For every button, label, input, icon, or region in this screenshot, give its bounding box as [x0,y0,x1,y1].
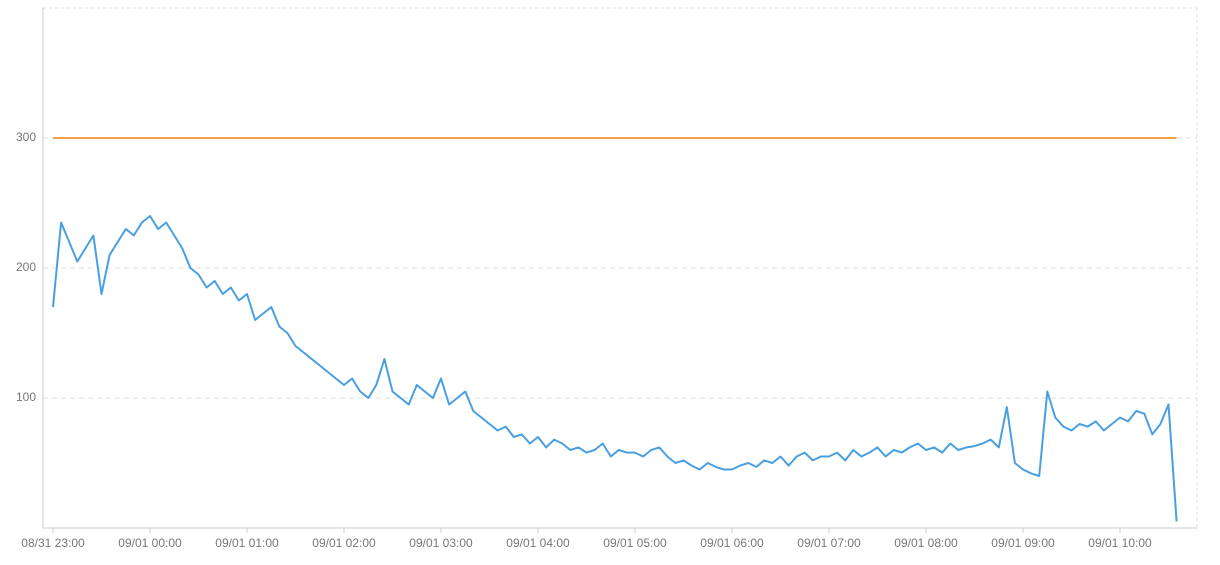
x-tick-label: 09/01 08:00 [894,536,958,550]
y-tick-label: 100 [16,390,36,404]
y-tick-label: 300 [16,130,36,144]
x-tick-label: 09/01 07:00 [797,536,861,550]
x-tick-label: 09/01 06:00 [700,536,764,550]
x-tick-label: 09/01 05:00 [603,536,667,550]
x-tick-label: 09/01 09:00 [991,536,1055,550]
x-tick-label: 09/01 10:00 [1088,536,1152,550]
series-line [52,215,1178,522]
x-tick-label: 08/31 23:00 [21,536,85,550]
x-tick-label: 09/01 03:00 [409,536,473,550]
x-tick-label: 09/01 00:00 [118,536,182,550]
y-tick-label: 200 [16,260,36,274]
x-tick-label: 09/01 02:00 [312,536,376,550]
x-tick-label: 09/01 01:00 [215,536,279,550]
x-tick-label: 09/01 04:00 [506,536,570,550]
